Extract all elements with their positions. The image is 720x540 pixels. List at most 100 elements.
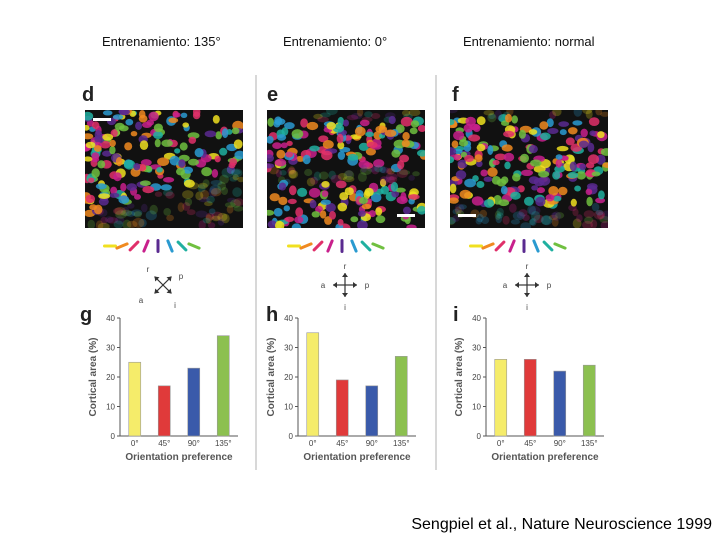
map-blob xyxy=(289,185,297,196)
map-blob xyxy=(321,150,333,161)
map-blob xyxy=(386,176,398,184)
map-blob xyxy=(384,129,397,137)
bar xyxy=(553,370,567,437)
map-blob xyxy=(102,133,114,141)
y-tick-label: 20 xyxy=(106,373,115,382)
map-blob xyxy=(548,186,559,196)
axis-legend xyxy=(333,273,357,297)
map-blob xyxy=(595,110,603,116)
panel-letter-f: f xyxy=(452,84,459,106)
axis-legend xyxy=(515,273,539,297)
map-blob xyxy=(528,145,538,154)
map-blob xyxy=(483,110,495,116)
map-blob xyxy=(85,194,96,204)
axis-legend xyxy=(154,276,172,294)
panel-letter-i: i xyxy=(453,304,459,326)
map-blob xyxy=(450,110,458,114)
bar-chart-g: 0 10 20 30 40 Cortical area (%) 0° 45° 90° 135° Or… xyxy=(88,314,238,463)
orientation-legends: r p a i r a p i r a p i xyxy=(103,239,567,312)
orientation-bar xyxy=(299,242,313,250)
map-blob xyxy=(87,177,95,183)
map-blob xyxy=(133,211,142,218)
map-blob xyxy=(540,215,551,225)
map-blob xyxy=(540,132,551,141)
map-blob xyxy=(206,195,215,204)
map-blob xyxy=(288,170,299,179)
map-blob xyxy=(106,217,119,224)
map-blob xyxy=(156,167,163,173)
x-axis-label: Orientation preference xyxy=(491,452,599,463)
map-blob xyxy=(125,118,134,126)
column-separator xyxy=(255,75,257,470)
map-blob xyxy=(205,214,212,224)
map-blob xyxy=(454,203,465,213)
map-blob xyxy=(209,184,222,195)
map-blob xyxy=(180,112,188,118)
map-blob xyxy=(380,166,389,174)
map-blob xyxy=(590,219,598,228)
y-axis-label: Cortical area (%) xyxy=(454,338,465,417)
map-blob xyxy=(545,194,555,202)
map-blob xyxy=(496,212,504,219)
map-blob xyxy=(533,214,544,224)
map-blob xyxy=(285,151,294,158)
map-blob xyxy=(558,186,568,196)
x-tick-label: 135° xyxy=(393,439,410,448)
map-blob xyxy=(528,129,538,135)
map-blob xyxy=(183,179,195,188)
map-blob xyxy=(386,168,395,175)
map-blob xyxy=(287,167,296,175)
map-blob xyxy=(279,170,287,176)
orientation-bar xyxy=(494,240,506,252)
map-blob xyxy=(572,208,579,217)
map-blob xyxy=(531,211,541,221)
map-blob xyxy=(154,138,161,148)
map-blob xyxy=(502,215,510,225)
map-blob xyxy=(385,167,392,175)
map-blob xyxy=(597,211,604,220)
map-blob xyxy=(451,140,459,148)
map-blob xyxy=(192,111,201,120)
map-blob xyxy=(281,127,289,136)
map-blob xyxy=(165,191,175,199)
bar xyxy=(128,361,142,437)
y-tick-label: 40 xyxy=(284,314,293,323)
scale-bar xyxy=(93,118,111,121)
arrow-head xyxy=(342,293,348,297)
map-blob xyxy=(546,118,554,128)
map-blob xyxy=(127,203,135,209)
map-blob xyxy=(219,147,228,156)
map-blob xyxy=(234,150,243,160)
map-blob xyxy=(97,222,110,228)
map-blob xyxy=(585,110,593,119)
map-blob xyxy=(153,123,163,133)
map-blob xyxy=(115,157,123,167)
map-blob xyxy=(135,121,143,130)
map-blob xyxy=(363,190,371,200)
map-blob xyxy=(586,183,598,190)
map-blob xyxy=(141,203,148,213)
map-blob xyxy=(555,154,563,160)
map-blob xyxy=(269,193,280,202)
map-blob xyxy=(587,142,595,153)
x-tick-label: 90° xyxy=(554,439,566,448)
map-blob xyxy=(232,174,239,181)
map-blob xyxy=(368,210,376,218)
x-tick-label: 0° xyxy=(131,439,139,448)
map-blob xyxy=(286,140,293,147)
map-blob xyxy=(576,171,587,180)
map-blob xyxy=(390,181,399,192)
map-blob xyxy=(358,210,366,217)
map-blob xyxy=(122,219,132,228)
panel-letter-e: e xyxy=(267,84,279,106)
map-blob xyxy=(198,220,206,228)
scale-bar xyxy=(458,214,476,217)
map-blob xyxy=(365,147,376,156)
panel-letter-g: g xyxy=(80,304,93,326)
map-blob xyxy=(395,187,406,193)
map-blob xyxy=(134,194,141,200)
map-blob xyxy=(214,155,221,163)
map-blob xyxy=(275,169,282,178)
map-blob xyxy=(113,220,124,228)
map-blob xyxy=(302,154,311,165)
